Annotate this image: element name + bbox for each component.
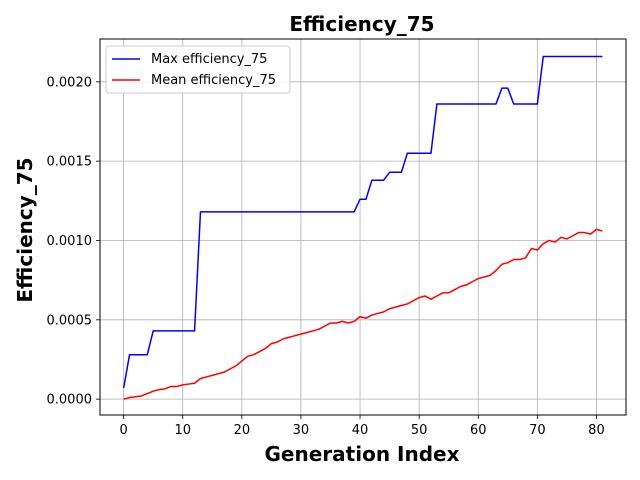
x-tick-label: 20 [234, 423, 251, 438]
y-tick-label: 0.0000 [47, 393, 93, 408]
y-tick-label: 0.0010 [47, 234, 93, 249]
series-line-mean-efficiency [123, 228, 603, 400]
x-tick-label: 30 [293, 423, 310, 438]
x-tick-label: 50 [411, 423, 428, 438]
legend-label-max: Max efficiency_75 [151, 52, 267, 67]
x-axis-label: Generation Index [265, 442, 460, 466]
legend: Max efficiency_75 Mean efficiency_75 [105, 45, 291, 94]
series-line-max-efficiency [122, 55, 603, 389]
y-tick-label: 0.0020 [47, 75, 93, 90]
y-axis: 0.0000 0.0005 0.0010 0.0015 0.0020 [47, 75, 100, 408]
plot-area-frame [99, 38, 627, 416]
x-tick-label: 80 [588, 423, 605, 438]
legend-label-mean: Mean efficiency_75 [151, 73, 276, 88]
x-axis: 0 10 20 30 40 50 60 70 80 [119, 415, 605, 438]
grid [100, 39, 626, 415]
y-tick-label: 0.0015 [47, 155, 93, 170]
x-tick-label: 70 [529, 423, 546, 438]
x-tick-label: 10 [174, 423, 191, 438]
y-tick-label: 0.0005 [47, 313, 93, 328]
legend-box [105, 45, 291, 94]
x-tick-label: 0 [119, 423, 127, 438]
y-axis-label: Efficiency_75 [13, 157, 37, 302]
x-tick-label: 40 [352, 423, 369, 438]
x-tick-label: 60 [470, 423, 487, 438]
chart-title: Efficiency_75 [289, 12, 434, 36]
series-layer [122, 55, 603, 400]
